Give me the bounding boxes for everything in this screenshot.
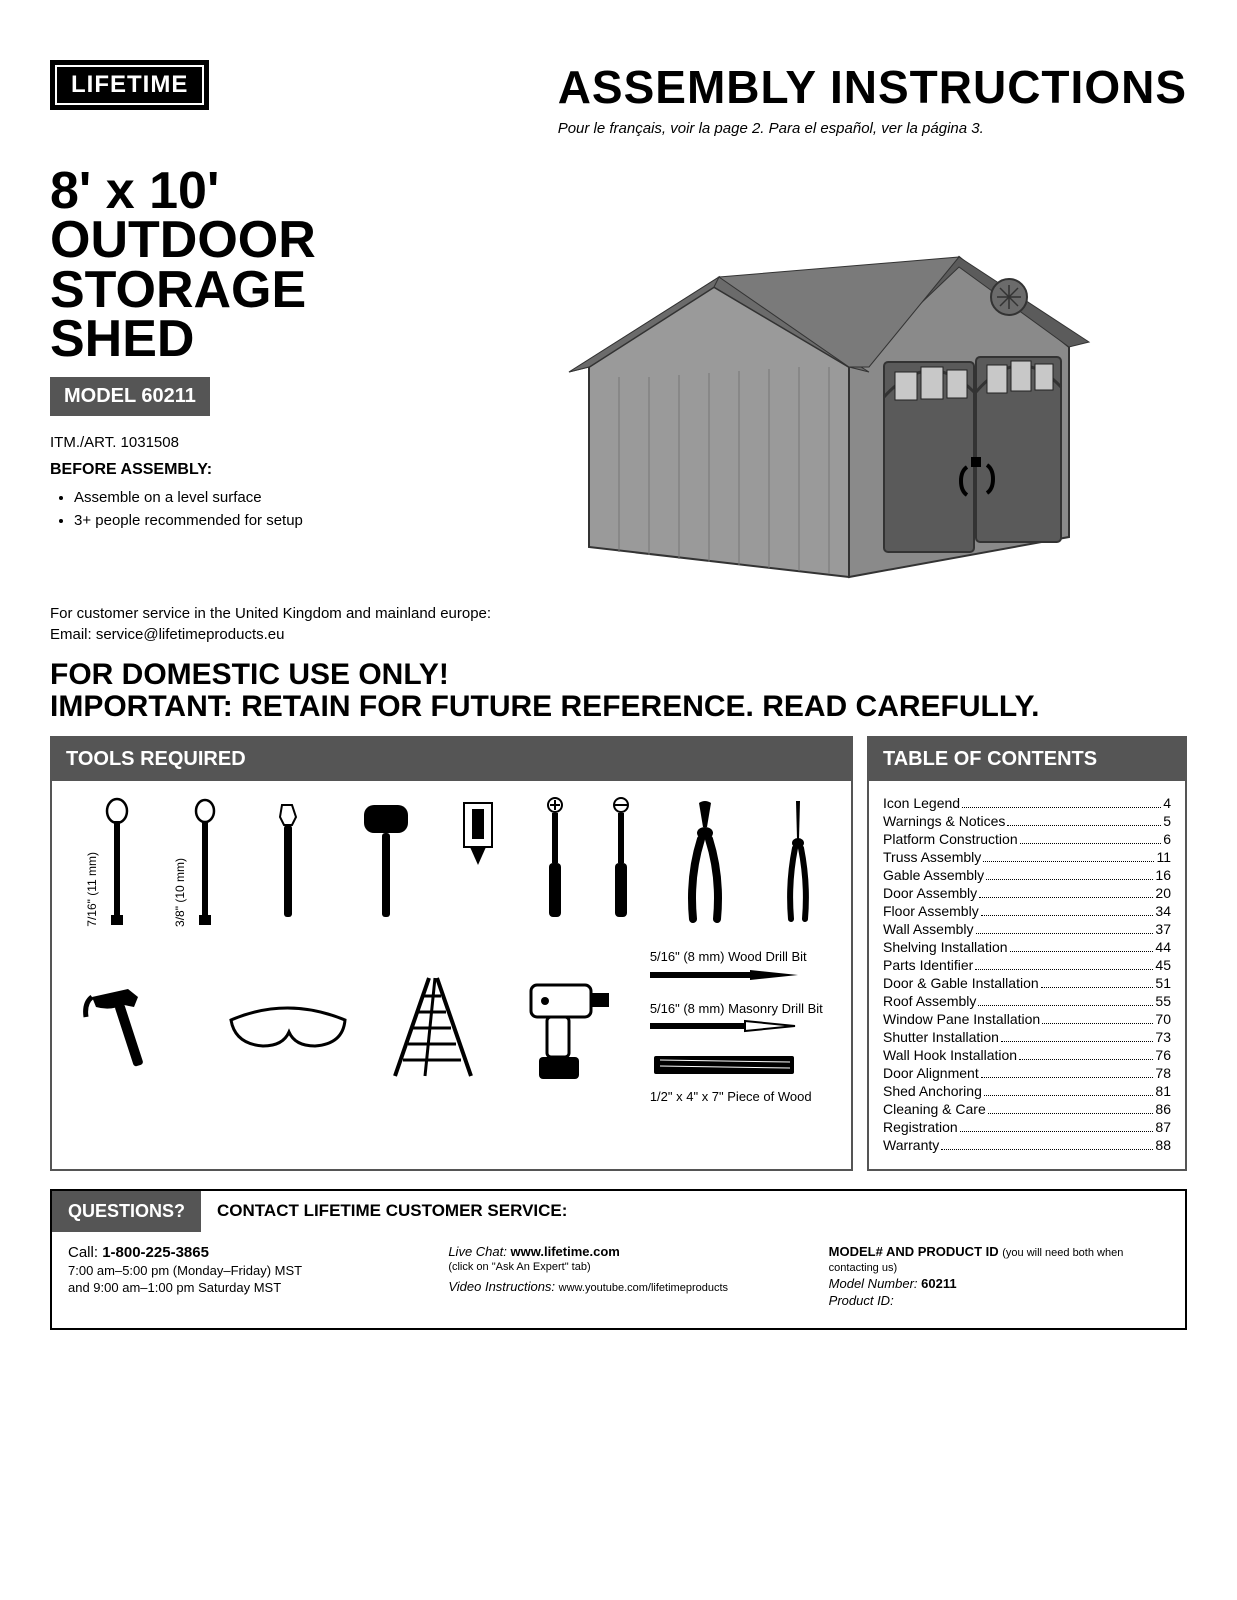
bit-labels: 5/16" (8 mm) Wood Drill Bit 5/16" (8 mm)…: [650, 947, 823, 1108]
toc-body: Icon Legend4 Warnings & Notices5 Platform …: [869, 781, 1185, 1169]
toc-line: Door Alignment78: [883, 1065, 1171, 1081]
wrench-1: 7/16" (11 mm): [85, 797, 131, 927]
drill-icon: [517, 967, 617, 1087]
item-number: ITM./ART. 1031508: [50, 434, 430, 451]
toc-panel: TABLE OF CONTENTS Icon Legend4 Warnings &…: [867, 736, 1187, 1171]
hammer-icon: [80, 977, 190, 1077]
tools-body: 7/16" (11 mm) 3/8" (10 mm): [52, 781, 851, 1144]
pliers-icon: [675, 797, 735, 927]
wrench-icon: [103, 797, 131, 927]
phone-number: 1-800-225-3865: [102, 1244, 209, 1261]
main-row: 8' x 10' OUTDOORSTORAGE SHED MODEL 60211…: [50, 167, 1187, 587]
video-url: www.youtube.com/lifetimeproducts: [559, 1282, 728, 1294]
toc-line: Floor Assembly34: [883, 903, 1171, 919]
toc-line: Icon Legend4: [883, 795, 1171, 811]
product-title: 8' x 10' OUTDOORSTORAGE SHED: [50, 167, 430, 365]
livechat-note: (click on "Ask An Expert" tab): [448, 1261, 788, 1273]
livechat-url: www.lifetime.com: [511, 1244, 620, 1259]
mallet-icon: [354, 797, 414, 927]
toc-line: Wall Assembly37: [883, 921, 1171, 937]
doc-title: ASSEMBLY INSTRUCTIONS: [558, 60, 1187, 114]
toc-line: Door Assembly20: [883, 885, 1171, 901]
utility-knife-icon: [456, 797, 500, 927]
header-title-block: ASSEMBLY INSTRUCTIONS Pour le français, …: [558, 60, 1187, 137]
livechat-column: Live Chat: www.lifetime.com (click on "A…: [448, 1244, 788, 1310]
model-column: MODEL# AND PRODUCT ID (you will need bot…: [829, 1244, 1169, 1310]
masonry-bit-label: 5/16" (8 mm) Masonry Drill Bit: [650, 999, 823, 1020]
toc-line: Shutter Installation73: [883, 1029, 1171, 1045]
flathead-screwdriver-icon: [609, 797, 633, 927]
model-bar: MODEL 60211: [50, 377, 210, 416]
toc-line: Cleaning & Care86: [883, 1101, 1171, 1117]
bullet-item: 3+ people recommended for setup: [74, 512, 430, 529]
before-assembly-label: BEFORE ASSEMBLY:: [50, 461, 430, 479]
toc-line: Shelving Installation44: [883, 939, 1171, 955]
model-number: 60211: [921, 1276, 956, 1291]
customer-service-text: For customer service in the United Kingd…: [50, 603, 1187, 645]
toc-heading: TABLE OF CONTENTS: [869, 738, 1185, 781]
contact-heading: CONTACT LIFETIME CUSTOMER SERVICE:: [201, 1191, 583, 1232]
questions-heading: QUESTIONS?: [52, 1191, 201, 1232]
shed-illustration: [450, 167, 1187, 587]
ladder-icon: [385, 972, 485, 1082]
product-id-label: Product ID:: [829, 1293, 894, 1308]
toc-line: Shed Anchoring81: [883, 1083, 1171, 1099]
needle-nose-pliers-icon: [778, 797, 818, 927]
call-column: Call: 1-800-225-3865 7:00 am–5:00 pm (Mo…: [68, 1244, 408, 1310]
toc-line: Platform Construction6: [883, 831, 1171, 847]
toc-line: Gable Assembly16: [883, 867, 1171, 883]
tools-heading: TOOLS REQUIRED: [52, 738, 851, 781]
left-column: 8' x 10' OUTDOORSTORAGE SHED MODEL 60211…: [50, 167, 430, 587]
tools-panel: TOOLS REQUIRED 7/16" (11 mm) 3/8" (10 mm…: [50, 736, 853, 1171]
toc-line: Warranty88: [883, 1137, 1171, 1153]
toc-line: Truss Assembly11: [883, 849, 1171, 865]
wrench-icon: [191, 797, 219, 927]
lang-note: Pour le français, voir la page 2. Para e…: [558, 120, 1187, 137]
toc-line: Warnings & Notices5: [883, 813, 1171, 829]
toc-line: Roof Assembly55: [883, 993, 1171, 1009]
wood-bit-icon: [650, 968, 800, 982]
wood-bit-label: 5/16" (8 mm) Wood Drill Bit: [650, 947, 823, 968]
phillips-screwdriver-icon: [543, 797, 567, 927]
logo: LIFETIME: [50, 60, 209, 110]
adjustable-wrench-icon: [262, 797, 312, 927]
toc-line: Parts Identifier45: [883, 957, 1171, 973]
toc-line: Door & Gable Installation51: [883, 975, 1171, 991]
questions-box: QUESTIONS? CONTACT LIFETIME CUSTOMER SER…: [50, 1189, 1187, 1330]
bullet-list: Assemble on a level surface 3+ people re…: [50, 489, 430, 529]
wood-piece-label: 1/2" x 4" x 7" Piece of Wood: [650, 1087, 823, 1108]
bullet-item: Assemble on a level surface: [74, 489, 430, 506]
toc-line: Window Pane Installation70: [883, 1011, 1171, 1027]
hours-text: and 9:00 am–1:00 pm Saturday MST: [68, 1280, 408, 1295]
hours-text: 7:00 am–5:00 pm (Monday–Friday) MST: [68, 1263, 408, 1278]
warning-text: FOR DOMESTIC USE ONLY!IMPORTANT: RETAIN …: [50, 659, 1187, 722]
logo-text: LIFETIME: [71, 71, 188, 98]
wood-piece-icon: [650, 1050, 800, 1080]
header-row: LIFETIME ASSEMBLY INSTRUCTIONS Pour le f…: [50, 60, 1187, 137]
safety-glasses-icon: [223, 992, 353, 1062]
toc-line: Wall Hook Installation76: [883, 1047, 1171, 1063]
panels-row: TOOLS REQUIRED 7/16" (11 mm) 3/8" (10 mm…: [50, 736, 1187, 1171]
masonry-bit-icon: [650, 1019, 800, 1033]
toc-line: Registration87: [883, 1119, 1171, 1135]
wrench-2: 3/8" (10 mm): [173, 797, 219, 927]
